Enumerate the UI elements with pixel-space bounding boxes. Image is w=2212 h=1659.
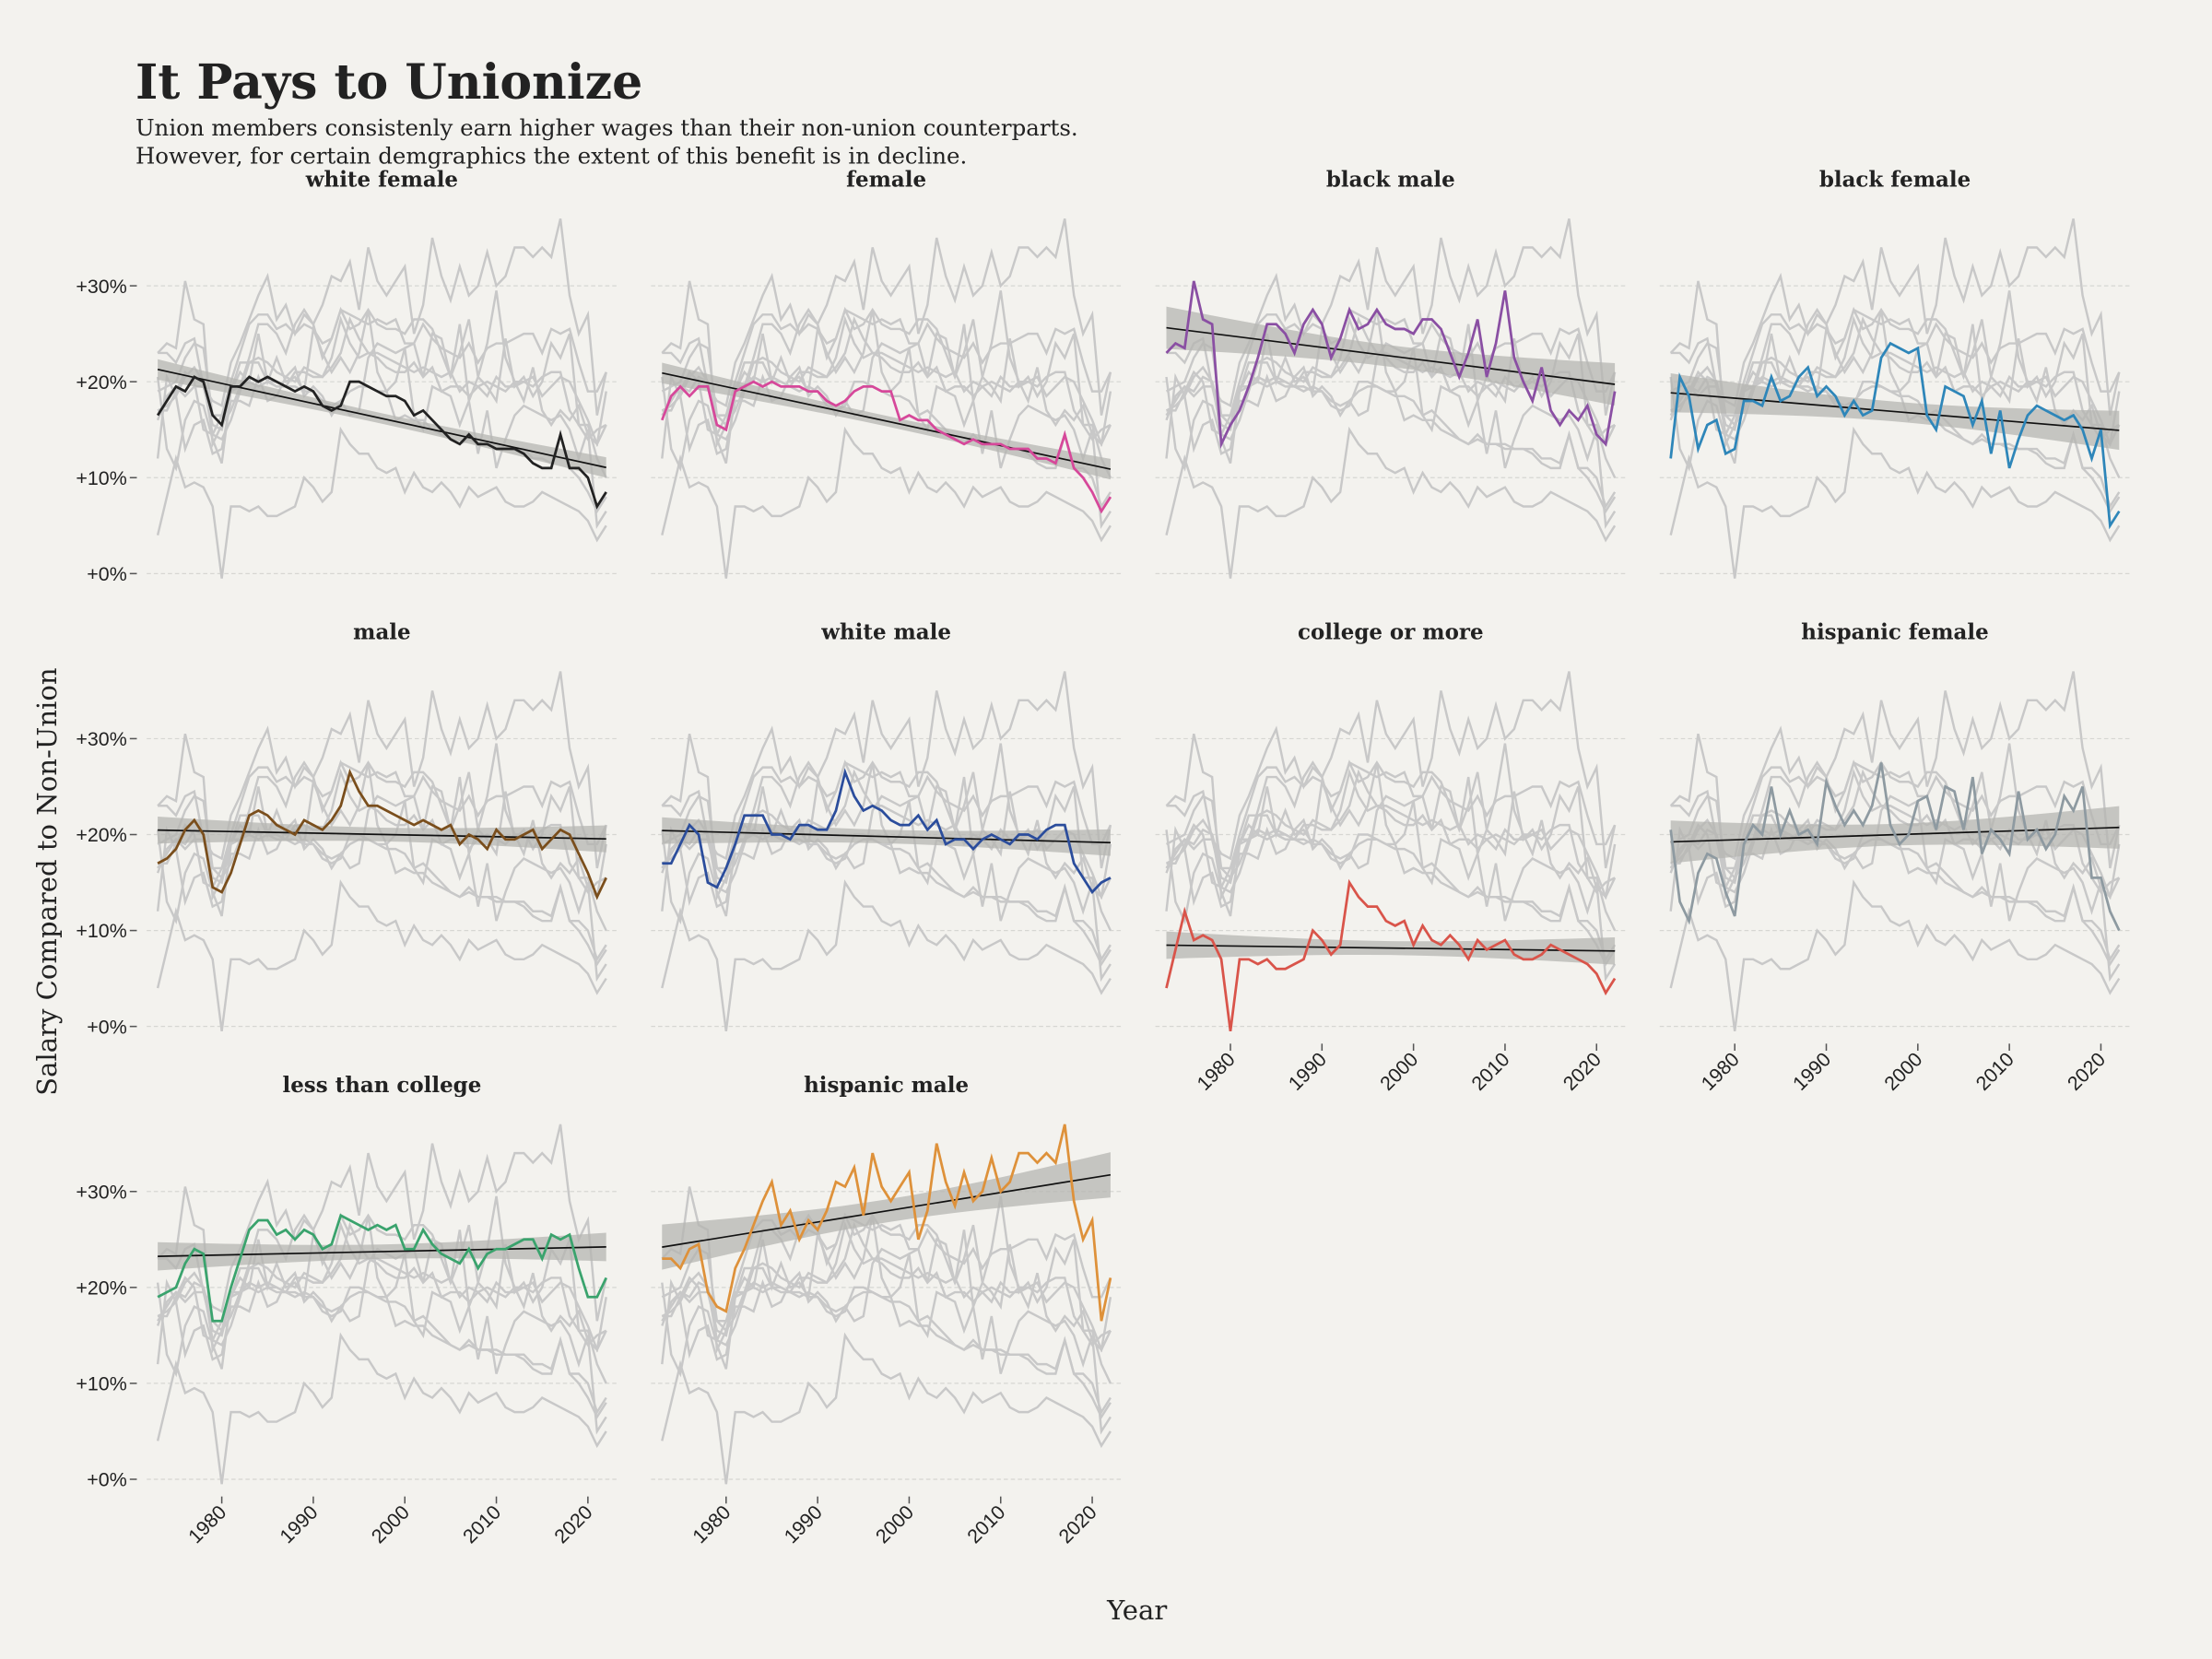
background-line <box>157 280 607 449</box>
background-line <box>158 218 607 416</box>
panel: black female <box>1659 167 2131 579</box>
x-axis-label: Year <box>1106 1594 1167 1626</box>
background-line <box>156 794 607 982</box>
panel-title: white male <box>820 620 951 645</box>
subtitle: Union members consistenly earn higher wa… <box>135 114 1078 141</box>
background-line <box>156 1215 607 1384</box>
background-line <box>156 426 607 579</box>
panel-title: hispanic female <box>1801 620 1988 645</box>
background-line <box>1669 879 2121 1032</box>
background-line <box>156 1332 607 1485</box>
trend-line <box>662 1173 1112 1248</box>
background-line <box>661 1332 1112 1485</box>
subtitle: However, for certain demgraphics the ext… <box>135 143 967 170</box>
background-line <box>662 218 1112 416</box>
background-line <box>1670 218 2121 416</box>
trend-line <box>662 830 1111 844</box>
background-line <box>661 316 1112 447</box>
panel: black male <box>1155 167 1627 579</box>
background-line <box>1165 733 1617 901</box>
panel-title: less than college <box>282 1073 481 1098</box>
background-line <box>661 1214 1112 1323</box>
background-line <box>156 879 607 1032</box>
background-line <box>661 308 1112 417</box>
trend-line <box>158 829 606 841</box>
background-line <box>1165 308 1617 417</box>
background-line <box>661 1247 1112 1435</box>
y-tick-label: +30% <box>76 276 126 298</box>
panel-title: female <box>846 167 926 192</box>
trend-line <box>158 1246 606 1257</box>
background-line <box>1165 762 1617 932</box>
series-line <box>156 375 607 510</box>
y-axis-label: Salary Compared to Non-Union <box>31 667 63 1095</box>
background-line <box>1166 671 1617 869</box>
background-line <box>1166 218 1617 416</box>
background-line <box>661 733 1112 901</box>
background-line <box>158 671 607 869</box>
trend-line <box>1166 944 1616 952</box>
background-line <box>662 671 1112 869</box>
chart-title: It Pays to Unionize <box>135 54 642 111</box>
series-line <box>1669 341 2121 530</box>
background-line <box>1670 316 2121 447</box>
panel: white male <box>651 620 1122 1032</box>
y-tick-label: +0% <box>87 1469 126 1491</box>
background-line <box>1165 794 1617 982</box>
background-line <box>1165 769 1617 900</box>
series-line <box>1165 878 1617 1032</box>
background-line <box>661 879 1112 1032</box>
y-tick-label: +20% <box>76 1277 126 1299</box>
background-line <box>157 316 607 447</box>
panel: white female +0% +10% +20% +30% <box>76 167 618 585</box>
background-line <box>661 1215 1112 1384</box>
panel-title: college or more <box>1298 620 1484 645</box>
background-line <box>1669 426 2121 579</box>
y-tick-label: +0% <box>87 1016 126 1038</box>
panel: male +0% +10% +20% +30% <box>76 620 618 1038</box>
y-tick-label: +20% <box>76 824 126 846</box>
series-line <box>1669 762 2121 932</box>
panel-title: male <box>353 620 410 645</box>
y-tick-label: +30% <box>76 1181 126 1203</box>
series-line <box>1165 280 1617 450</box>
background-line <box>157 733 607 901</box>
panel-title: black male <box>1326 167 1455 192</box>
y-tick-label: +30% <box>76 728 126 750</box>
y-tick-label: +10% <box>76 920 126 942</box>
background-line <box>157 1221 607 1353</box>
background-line <box>661 280 1112 449</box>
background-line <box>1670 671 2121 869</box>
y-tick-label: +10% <box>76 467 126 489</box>
y-tick-label: +10% <box>76 1373 126 1395</box>
background-line <box>156 341 607 529</box>
trend-line <box>662 371 1112 470</box>
panel-title: black female <box>1819 167 1971 192</box>
series-line <box>661 380 1112 514</box>
series-line <box>662 768 1112 895</box>
series-line <box>157 768 607 900</box>
series-line <box>662 1124 1112 1322</box>
background-line <box>1165 760 1617 870</box>
y-tick-label: +20% <box>76 371 126 394</box>
background-line <box>661 426 1112 579</box>
background-line <box>1165 309 1617 478</box>
panel: female <box>651 167 1122 579</box>
background-line <box>661 794 1112 982</box>
background-line <box>157 1186 607 1355</box>
panel-title: hispanic male <box>804 1073 969 1098</box>
y-tick-label: +0% <box>87 563 126 585</box>
background-line <box>157 308 607 417</box>
background-line <box>661 341 1112 529</box>
series-line <box>157 1213 607 1323</box>
trend-line <box>1670 392 2120 431</box>
panel-title: white female <box>305 167 458 192</box>
background-line <box>661 1186 1112 1355</box>
background-line <box>1670 308 2121 417</box>
background-line <box>1165 426 1617 579</box>
background-line <box>661 1221 1112 1353</box>
